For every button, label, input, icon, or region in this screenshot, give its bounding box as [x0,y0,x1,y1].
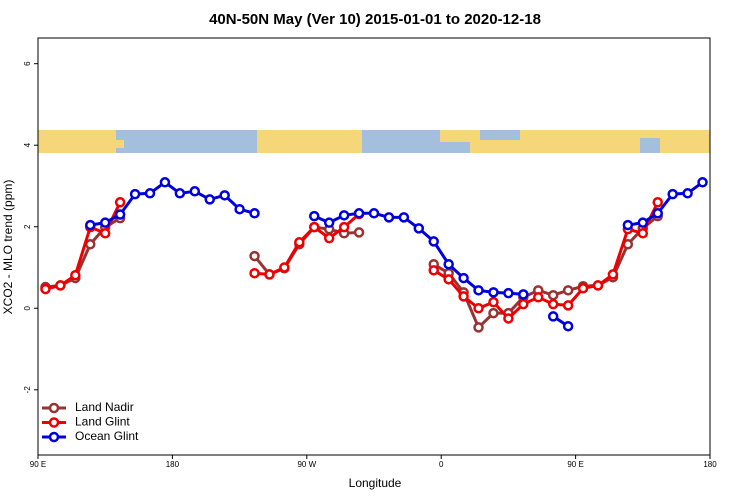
series-line [432,214,659,330]
data-point [323,217,335,228]
data-point [85,239,96,250]
x-tick-label: 90 E [30,460,46,469]
data-point [309,221,320,233]
data-point [353,227,365,238]
data-point [562,285,574,296]
y-tick-label: 2 [23,224,32,229]
x-tick-label: 90 E [567,460,583,469]
data-point [99,228,111,239]
data-point [697,177,708,188]
data-point [518,289,529,300]
x-tick-label: 90 W [297,460,316,469]
data-point [249,250,260,262]
y-axis-label: XCO2 - MLO trend (ppm) [1,180,15,315]
data-point [503,313,514,324]
data-point [428,265,439,276]
series-line [90,180,255,227]
legend-marker [48,402,60,414]
data-point [547,298,559,310]
data-point [473,322,484,333]
legend-label: Ocean Glint [75,429,139,443]
data-point [473,303,484,314]
data-point [70,269,81,281]
data-point [338,221,350,233]
data-point [488,287,499,298]
data-point [533,291,544,303]
data-point [488,296,499,308]
data-point [443,274,454,285]
data-point [189,186,201,197]
x-tick-label: 180 [703,460,717,469]
data-point [652,208,663,219]
data-point [547,311,559,322]
map-strip [38,130,710,153]
data-point [562,320,574,332]
legend-marker [48,431,60,443]
data-point [443,258,454,270]
data-point [503,287,514,299]
data-point [577,283,589,294]
data-point [204,194,215,205]
data-point [264,269,275,280]
data-point [279,262,290,273]
data-point [518,298,529,310]
data-point [309,210,320,222]
data-point [622,219,634,231]
data-point [637,217,649,228]
data-point [294,236,305,248]
data-point [458,272,469,284]
data-point [249,208,260,219]
data-point [219,190,230,201]
data-point [458,291,469,302]
data-point [55,280,66,291]
data-point [40,283,51,295]
y-tick-label: -2 [23,386,32,394]
x-tick-label: 180 [166,460,180,469]
x-tick-label: 0 [439,460,444,469]
data-point [547,289,559,301]
y-tick-label: 4 [23,142,32,147]
data-point [488,307,499,319]
y-tick-label: 0 [23,305,32,310]
data-point [473,285,484,296]
data-point [607,269,619,280]
data-point [398,212,410,223]
data-point [562,300,574,311]
legend-marker [48,417,60,428]
data-point [637,228,649,239]
chart-title: 40N-50N May (Ver 10) 2015-01-01 to 2020-… [209,11,541,28]
data-point [114,209,126,220]
data-point [413,223,425,234]
data-point [99,217,111,228]
data-point [114,197,126,208]
data-point [592,280,604,291]
data-point [323,232,335,244]
data-point [338,210,350,221]
data-point [353,208,365,219]
data-point [234,203,245,215]
data-point [249,267,260,279]
plot-frame [37,37,711,456]
data-point [428,236,439,247]
legend-label: Land Glint [75,415,130,429]
data-point [85,219,96,231]
data-point [144,188,156,199]
legend-label: Land Nadir [75,400,134,414]
x-axis-label: Longitude [349,476,402,490]
data-point [174,188,186,199]
data-point [159,177,171,188]
series-line [432,201,660,321]
data-point [368,208,380,219]
data-point [383,212,395,223]
data-point [129,188,141,200]
data-point [682,188,693,199]
series-line [627,181,704,227]
y-tick-label: 6 [23,61,32,66]
series-line [45,201,122,291]
data-point [652,197,663,208]
data-point [667,188,678,200]
